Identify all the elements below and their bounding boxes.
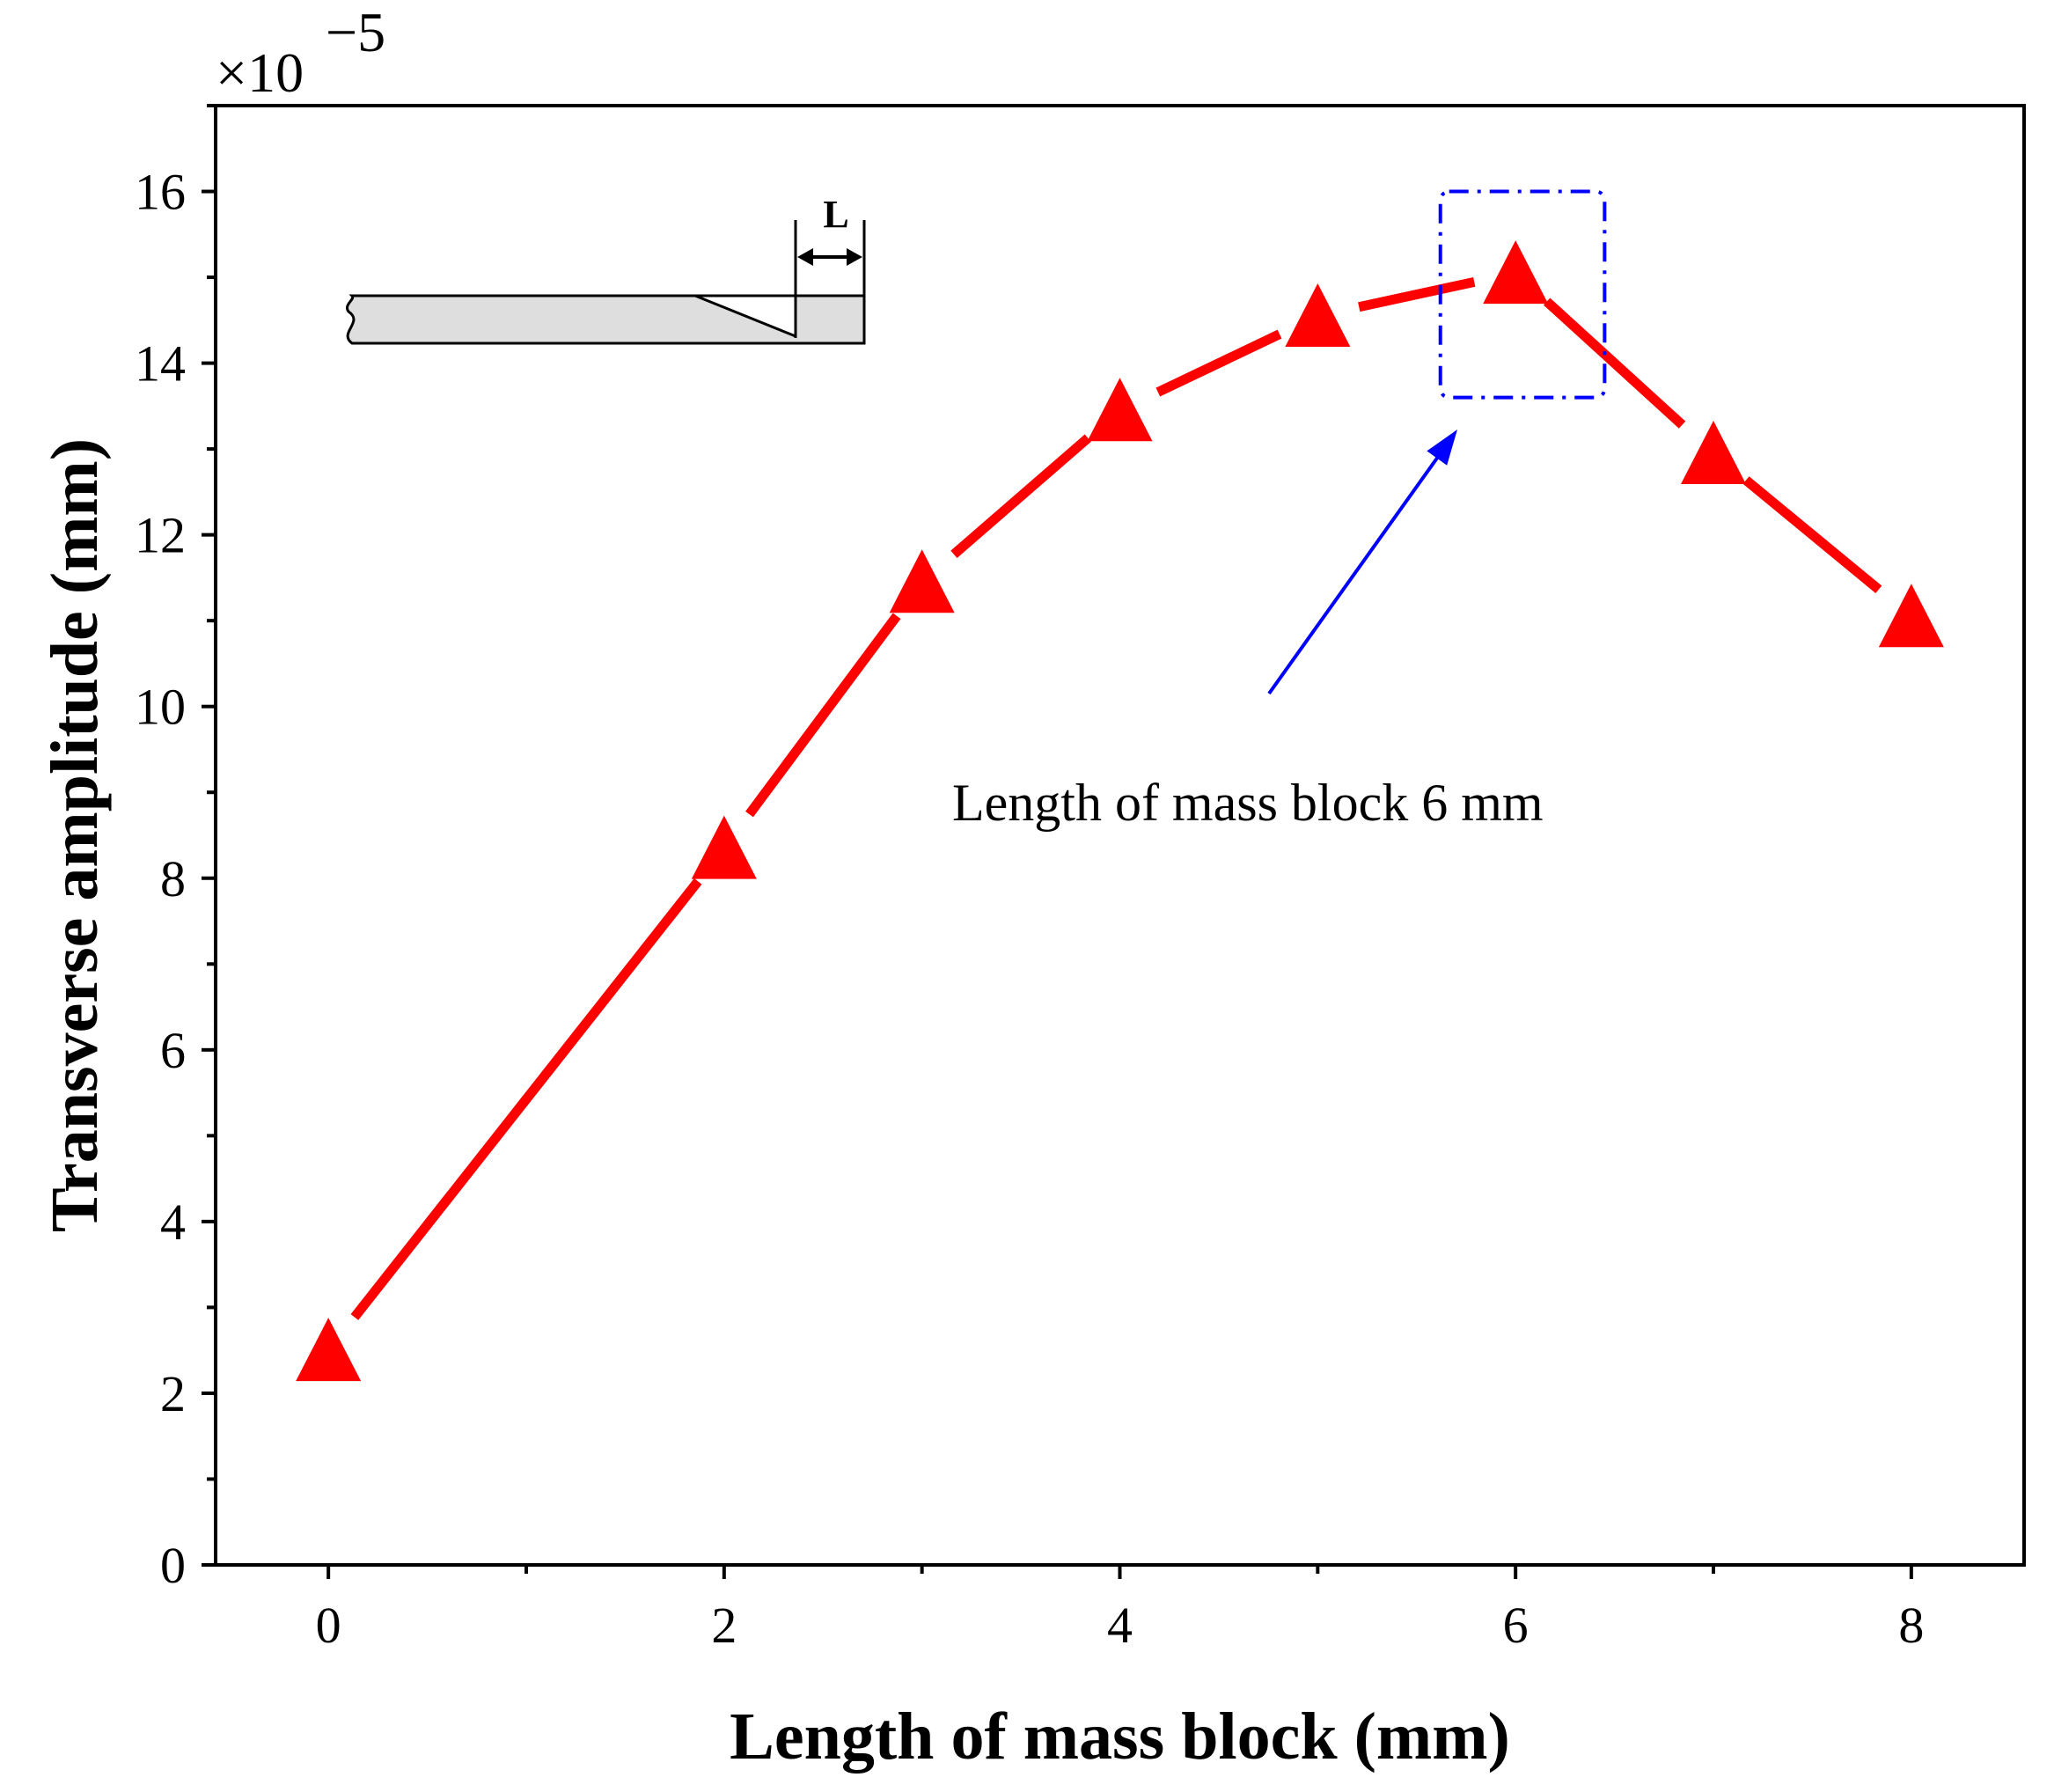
series-line-segment: [745, 613, 901, 818]
series-line-segment: [1155, 329, 1282, 397]
y-multiplier: ×10 −5: [216, 1, 385, 104]
series-line-segment: [1358, 276, 1476, 312]
y-tick-label: 6: [160, 1022, 186, 1079]
annotation-arrow-shaft: [1267, 443, 1449, 695]
y-tick-label: 16: [135, 164, 186, 221]
y-tick-label: 0: [160, 1537, 186, 1594]
y-tick-label: 8: [160, 850, 186, 907]
y-axis-title: Transverse amplitude (mm): [38, 438, 112, 1232]
data-point-marker: [296, 1318, 362, 1382]
data-point-marker: [1087, 378, 1153, 442]
dimension-arrowhead-left: [797, 248, 813, 266]
x-tick-label: 2: [711, 1597, 737, 1654]
series-line-segment: [1543, 297, 1686, 429]
y-tick-label: 10: [135, 679, 186, 736]
y-tick-label: 2: [160, 1365, 186, 1422]
data-point-marker: [889, 549, 955, 613]
annotation-layer: Length of mass block 6 mm: [952, 189, 1607, 832]
inset-diagram: L: [346, 193, 866, 345]
series-line-segment: [1742, 476, 1882, 594]
data-point-marker: [1878, 584, 1944, 648]
highlight-box: [1438, 189, 1607, 400]
annotation-arrowhead: [1427, 430, 1457, 466]
y-tick-label: 12: [135, 507, 186, 564]
y-multiplier-base: ×10: [216, 41, 304, 104]
data-point-marker: [1483, 240, 1549, 305]
axes: 0 2 4 6 8 0 2 4 6 8 10 12 14 16 Length of mass block (…: [38, 1, 2026, 1774]
x-tick-label: 0: [316, 1597, 341, 1654]
x-tick-label: 8: [1898, 1597, 1924, 1654]
x-tick-label: 4: [1107, 1597, 1133, 1654]
y-multiplier-exponent: −5: [326, 1, 385, 63]
data-point-marker: [691, 815, 757, 879]
inset-dimension-label: L: [823, 193, 848, 236]
data-point-marker: [1285, 283, 1351, 347]
x-axis-title: Length of mass block (mm): [730, 1700, 1510, 1774]
annotation-text: Length of mass block 6 mm: [952, 774, 1544, 832]
x-tick-label: 6: [1503, 1597, 1529, 1654]
series-layer: [296, 240, 1944, 1382]
y-tick-label: 4: [160, 1193, 186, 1251]
series-line-segment: [350, 878, 702, 1320]
series-line-segment: [950, 434, 1091, 558]
data-point-marker: [1681, 420, 1747, 484]
y-tick-label: 14: [135, 335, 186, 393]
dimension-arrowhead-right: [847, 248, 862, 266]
